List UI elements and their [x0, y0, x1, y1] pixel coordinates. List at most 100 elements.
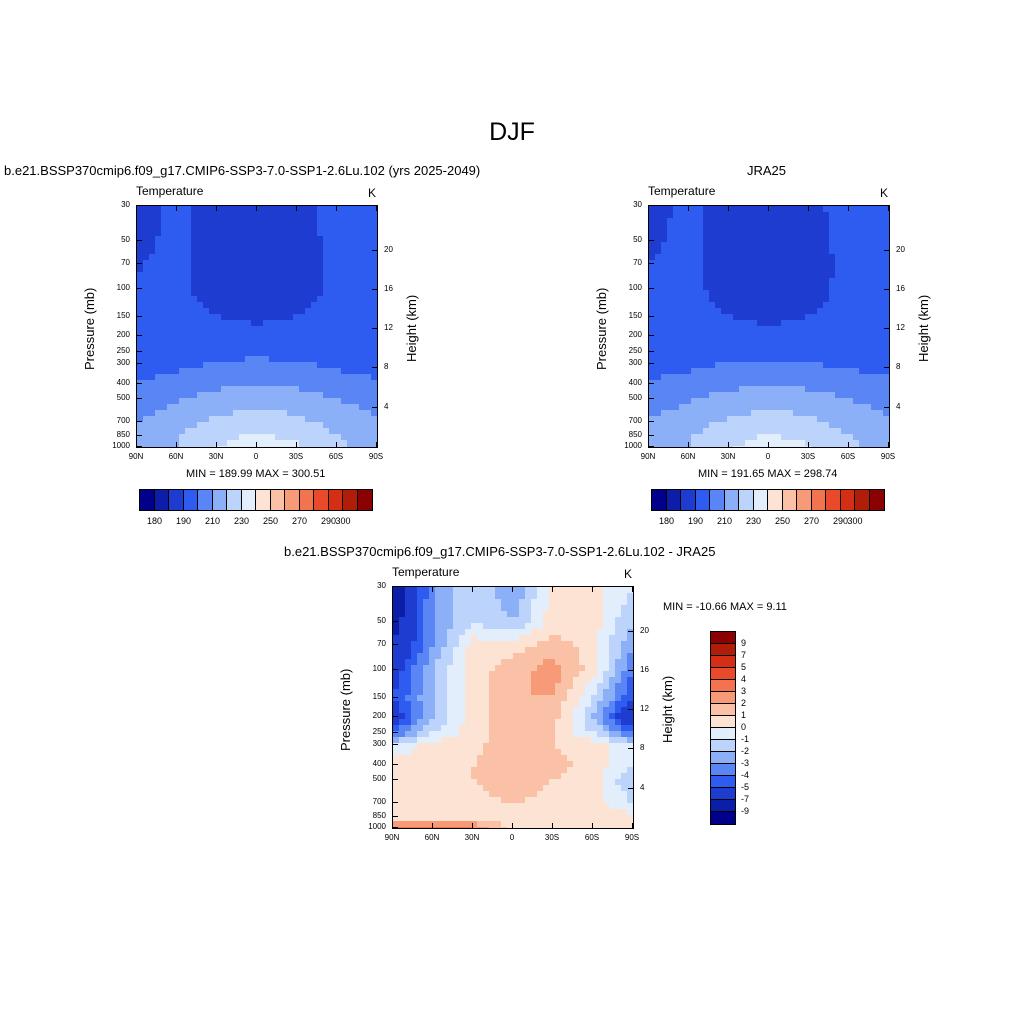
diff-field-cell	[543, 653, 550, 660]
model-field-cell	[227, 380, 234, 387]
diff-field-cell	[495, 755, 502, 762]
diff-field-cell	[597, 683, 604, 690]
obs-field-cell	[661, 248, 668, 255]
diff-field-cell	[597, 803, 604, 810]
model-field-cell	[161, 266, 168, 273]
model-field-cell	[263, 254, 270, 261]
model-field-cell	[329, 374, 336, 381]
obs-field-cell	[787, 314, 794, 321]
diff-field-cell	[609, 731, 616, 738]
obs-field-cell	[739, 380, 746, 387]
obs-field-cell	[871, 296, 878, 303]
model-pressure-tick-label: 850	[116, 429, 130, 439]
obs-field-cell	[649, 416, 656, 423]
model-field-cell	[227, 440, 234, 447]
obs-field-cell	[733, 212, 740, 219]
obs-field-cell	[793, 272, 800, 279]
diff-field-cell	[411, 683, 418, 690]
diff-field-cell	[399, 773, 406, 780]
model-field-cell	[191, 428, 198, 435]
obs-field-cell	[721, 266, 728, 273]
model-field-cell	[311, 224, 318, 231]
model-field-cell	[347, 302, 354, 309]
obs-field-cell	[655, 392, 662, 399]
model-field-cell	[215, 362, 222, 369]
obs-field-cell	[739, 398, 746, 405]
model-field-cell	[359, 296, 366, 303]
diff-field-cell	[393, 629, 400, 636]
model-field-cell	[179, 332, 186, 339]
diff-field-cell	[393, 815, 400, 822]
diff-field-cell	[567, 587, 574, 594]
obs-field-cell	[697, 320, 704, 327]
obs-field-cell	[691, 320, 698, 327]
model-field-cell	[173, 308, 180, 315]
obs-field-cell	[685, 362, 692, 369]
obs-field-cell	[865, 290, 872, 297]
model-field-cell	[197, 356, 204, 363]
model-field-cell	[341, 338, 348, 345]
diff-field-cell	[579, 677, 586, 684]
model-field-cell	[239, 278, 246, 285]
diff-field-cell	[453, 749, 460, 756]
obs-field-cell	[763, 428, 770, 435]
obs-field-cell	[793, 302, 800, 309]
diff-field-cell	[549, 743, 556, 750]
model-field-cell	[335, 404, 342, 411]
obs-field-cell	[829, 410, 836, 417]
obs-field-cell	[715, 326, 722, 333]
model-field-cell	[287, 374, 294, 381]
diff-field-cell	[621, 737, 628, 744]
diff-field-cell	[489, 725, 496, 732]
obs-field-cell	[745, 248, 752, 255]
obs-field-cell	[847, 320, 854, 327]
model-field-cell	[221, 356, 228, 363]
diff-field-cell	[423, 743, 430, 750]
obs-field-cell	[727, 386, 734, 393]
obs-field-cell	[805, 374, 812, 381]
obs-pressure-tick-label: 250	[628, 345, 642, 355]
model-field-cell	[341, 278, 348, 285]
model-field-cell	[245, 350, 252, 357]
model-field-cell	[335, 332, 342, 339]
model-field-cell	[299, 356, 306, 363]
obs-field-cell	[703, 344, 710, 351]
model-field-cell	[365, 416, 372, 423]
model-field-cell	[269, 422, 276, 429]
obs-field-cell	[703, 260, 710, 267]
obs-field-cell	[709, 332, 716, 339]
diff-field-cell	[531, 647, 538, 654]
diff-field-cell	[621, 707, 628, 714]
diff-field-cell	[567, 737, 574, 744]
diff-field-cell	[441, 803, 448, 810]
obs-field-cell	[661, 278, 668, 285]
diff-field-cell	[621, 689, 628, 696]
model-field-cell	[161, 242, 168, 249]
model-field-cell	[167, 428, 174, 435]
obs-field-cell	[805, 224, 812, 231]
diff-field-cell	[411, 773, 418, 780]
obs-pressure-tick-mark	[649, 398, 654, 400]
diff-field-cell	[465, 791, 472, 798]
diff-field-cell	[561, 743, 568, 750]
obs-field-cell	[799, 248, 806, 255]
obs-field-cell	[793, 344, 800, 351]
model-field-cell	[209, 428, 216, 435]
model-field-cell	[221, 296, 228, 303]
diff-field-cell	[513, 593, 520, 600]
model-field-cell	[299, 272, 306, 279]
diff-field-cell	[627, 695, 633, 702]
diff-field-cell	[555, 659, 562, 666]
diff-field-cell	[579, 617, 586, 624]
obs-field-cell	[793, 338, 800, 345]
diff-field-cell	[609, 617, 616, 624]
model-contour-plot	[136, 205, 378, 448]
diff-field-cell	[543, 779, 550, 786]
obs-field-cell	[883, 236, 889, 243]
obs-field-cell	[847, 218, 854, 225]
model-lat-tick-mark-top	[336, 206, 337, 211]
obs-field-cell	[793, 284, 800, 291]
diff-field-cell	[579, 689, 586, 696]
diff-field-cell	[471, 671, 478, 678]
obs-field-cell	[661, 326, 668, 333]
